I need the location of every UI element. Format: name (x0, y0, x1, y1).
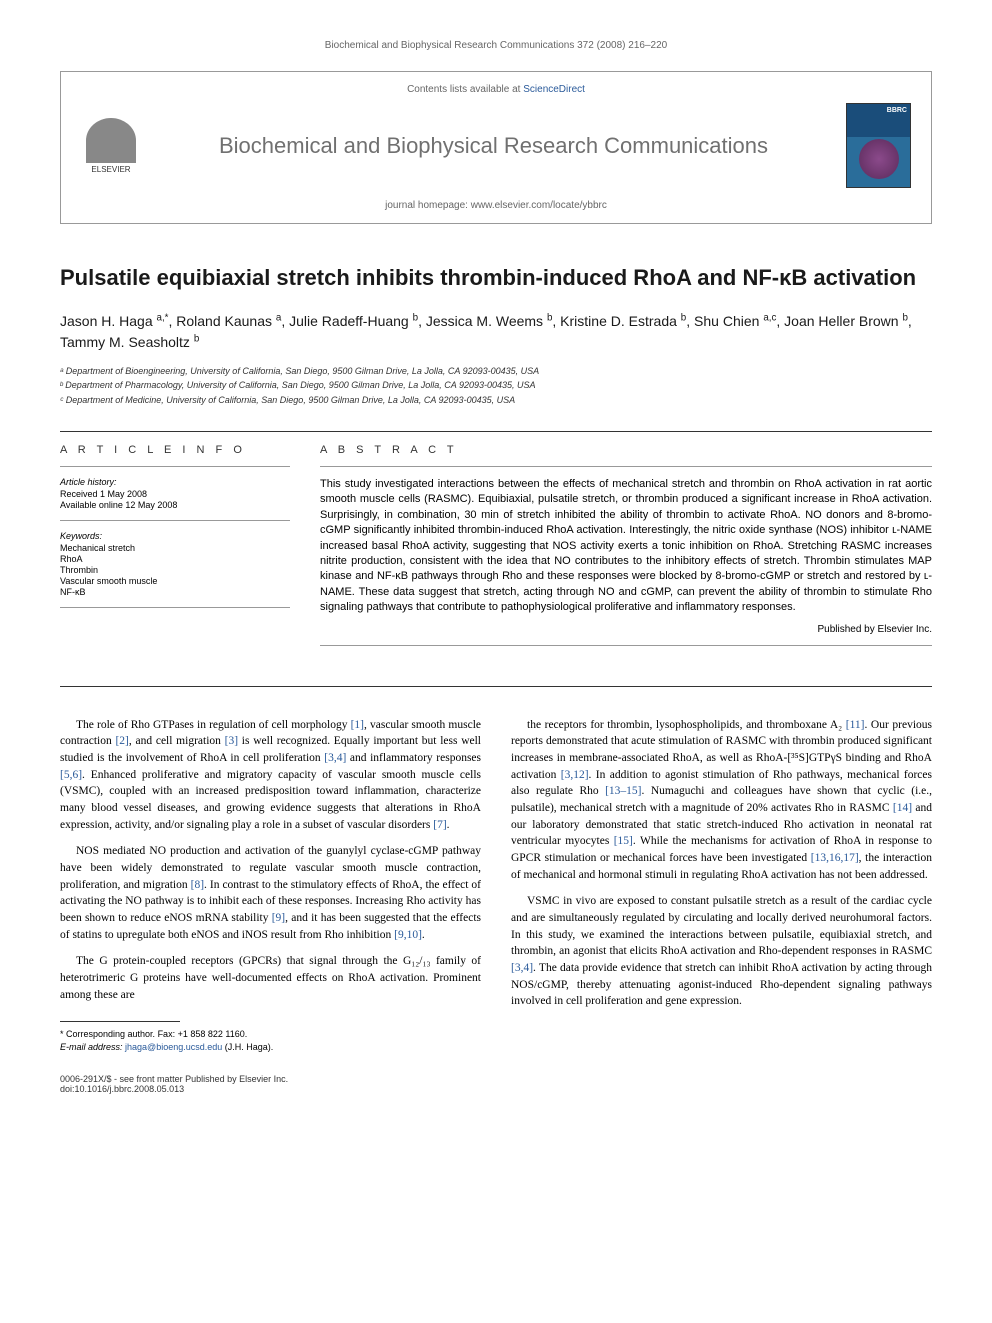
contents-available-line: Contents lists available at ScienceDirec… (81, 84, 911, 95)
homepage-url[interactable]: www.elsevier.com/locate/ybbrc (471, 200, 607, 211)
elsevier-logo: ELSEVIER (81, 113, 141, 178)
history-heading: Article history: (60, 477, 290, 487)
cover-bbrc-label: BBRC (887, 107, 907, 114)
homepage-line: journal homepage: www.elsevier.com/locat… (61, 200, 931, 223)
issn-line: 0006-291X/$ - see front matter Published… (60, 1074, 932, 1084)
keyword: Vascular smooth muscle (60, 576, 290, 586)
abstract-divider (320, 645, 932, 646)
divider (60, 686, 932, 687)
body-text: The role of Rho GTPases in regulation of… (60, 717, 932, 1054)
journal-cover-thumbnail: BBRC (846, 103, 911, 188)
doi-line: doi:10.1016/j.bbrc.2008.05.013 (60, 1084, 932, 1094)
abstract-divider (320, 466, 932, 467)
keywords-heading: Keywords: (60, 531, 290, 541)
info-divider (60, 607, 290, 608)
article-title: Pulsatile equibiaxial stretch inhibits t… (60, 264, 932, 293)
keyword: NF-κB (60, 587, 290, 597)
cover-circle-icon (859, 139, 899, 179)
affiliation-c: ᶜ Department of Medicine, University of … (60, 394, 932, 408)
homepage-label: journal homepage: (385, 200, 471, 211)
info-divider (60, 520, 290, 521)
abstract-text: This study investigated interactions bet… (320, 477, 932, 616)
journal-header-box: Contents lists available at ScienceDirec… (60, 71, 932, 224)
available-date: Available online 12 May 2008 (60, 500, 290, 510)
corresponding-author-footnote: * Corresponding author. Fax: +1 858 822 … (60, 1028, 481, 1053)
received-date: Received 1 May 2008 (60, 489, 290, 499)
info-divider (60, 466, 290, 467)
body-paragraph: VSMC in vivo are exposed to constant pul… (511, 893, 932, 1010)
abstract-column: A B S T R A C T This study investigated … (320, 444, 932, 656)
article-info-heading: A R T I C L E I N F O (60, 444, 290, 456)
body-column-left: The role of Rho GTPases in regulation of… (60, 717, 481, 1054)
keyword: RhoA (60, 554, 290, 564)
body-paragraph: The role of Rho GTPases in regulation of… (60, 717, 481, 834)
divider (60, 431, 932, 432)
body-paragraph: NOS mediated NO production and activatio… (60, 843, 481, 943)
keyword: Thrombin (60, 565, 290, 575)
body-paragraph: the receptors for thrombin, lysophosphol… (511, 717, 932, 884)
journal-name: Biochemical and Biophysical Research Com… (141, 133, 846, 159)
elsevier-tree-icon (86, 118, 136, 163)
fax-line: * Corresponding author. Fax: +1 858 822 … (60, 1028, 481, 1041)
email-label: E-mail address: (60, 1042, 125, 1052)
footnote-divider (60, 1021, 180, 1022)
body-paragraph: The G protein-coupled receptors (GPCRs) … (60, 953, 481, 1003)
authors-list: Jason H. Haga a,*, Roland Kaunas a, Juli… (60, 311, 932, 353)
affiliation-b: ᵇ Department of Pharmacology, University… (60, 379, 932, 393)
page-footer: 0006-291X/$ - see front matter Published… (60, 1074, 932, 1094)
email-link[interactable]: jhaga@bioeng.ucsd.edu (125, 1042, 222, 1052)
contents-label: Contents lists available at (407, 84, 523, 95)
article-info-column: A R T I C L E I N F O Article history: R… (60, 444, 290, 656)
keyword: Mechanical stretch (60, 543, 290, 553)
sciencedirect-link[interactable]: ScienceDirect (523, 84, 585, 95)
abstract-heading: A B S T R A C T (320, 444, 932, 456)
elsevier-label: ELSEVIER (91, 165, 130, 174)
published-by: Published by Elsevier Inc. (320, 624, 932, 635)
affiliation-a: ᵃ Department of Bioengineering, Universi… (60, 365, 932, 379)
journal-reference: Biochemical and Biophysical Research Com… (60, 40, 932, 51)
affiliations-list: ᵃ Department of Bioengineering, Universi… (60, 365, 932, 408)
email-suffix: (J.H. Haga). (222, 1042, 273, 1052)
body-column-right: the receptors for thrombin, lysophosphol… (511, 717, 932, 1054)
